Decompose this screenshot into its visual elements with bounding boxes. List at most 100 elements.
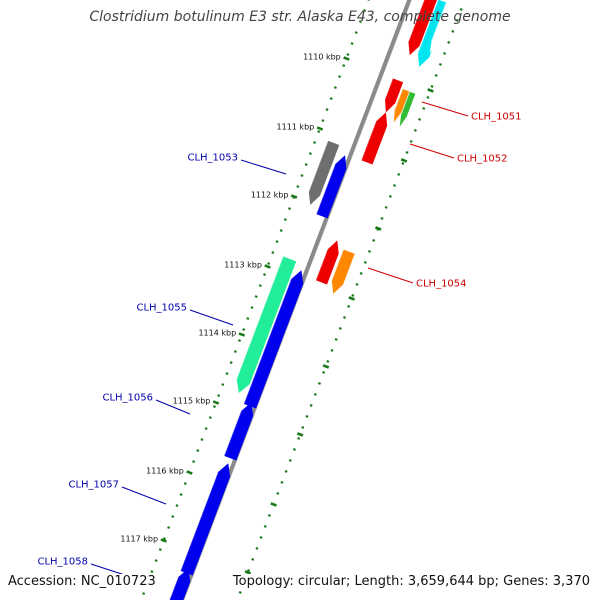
inner-tick-dot <box>329 97 333 101</box>
outer-tick-dot <box>322 371 326 374</box>
tick-label: 1117 kbp <box>120 534 158 543</box>
gene-arrow-blue <box>169 568 191 600</box>
gene-arrow-spring <box>236 256 297 393</box>
outer-tick-dot <box>301 426 305 429</box>
inner-tick-dot <box>142 592 146 596</box>
inner-tick-dot <box>333 86 337 90</box>
tick-label: 1116 kbp <box>146 466 184 475</box>
inner-tick-dot <box>271 251 275 255</box>
outer-tick-dot <box>434 74 438 77</box>
outer-tick-dot <box>351 294 355 297</box>
gene-label: CLH_1052 <box>457 154 508 165</box>
gene-leader-line <box>155 399 191 415</box>
outer-tick-dot <box>284 470 288 473</box>
outer-tick-dot <box>313 393 317 396</box>
tick-label: 1114 kbp <box>198 328 236 337</box>
gene-leader-line <box>367 267 414 284</box>
gene-leader-line <box>240 159 287 175</box>
inner-tick-dot <box>167 526 171 530</box>
tick-label: 1115 kbp <box>173 396 211 405</box>
outer-tick-dot <box>430 85 434 88</box>
inner-tick-dot <box>150 570 154 574</box>
gene-arrow-orange-shade <box>394 88 404 111</box>
inner-tick-dot <box>325 108 329 112</box>
outer-tick-dot <box>422 107 426 110</box>
major-tick <box>296 432 304 437</box>
outer-tick-dot <box>238 591 242 594</box>
inner-tick-dot <box>296 185 300 189</box>
outer-tick-dot <box>247 569 251 572</box>
outer-tick-dot <box>397 173 401 176</box>
inner-tick-dot <box>358 20 362 24</box>
outer-tick-dot <box>459 8 463 11</box>
gene-arrow-blue-shade <box>315 164 336 215</box>
gene-leader-line <box>409 143 455 159</box>
inner-tick-dot <box>308 152 312 156</box>
major-tick <box>186 470 193 475</box>
major-tick <box>348 296 355 301</box>
outer-tick-dot <box>367 250 372 253</box>
inner-tick-dot <box>217 394 221 398</box>
gene-leader-line <box>121 486 167 505</box>
outer-tick-dot <box>372 239 376 242</box>
gene-arrow-blue-shade <box>223 410 242 457</box>
inner-tick-dot <box>246 317 250 321</box>
inner-tick-dot <box>212 405 216 409</box>
gene-label: CLH_1051 <box>471 112 522 123</box>
genome-summary-text: Topology: circular; Length: 3,659,644 bp… <box>232 574 590 589</box>
inner-tick-dot <box>338 75 342 79</box>
gene-arrow-gray <box>308 140 340 205</box>
inner-tick-dot <box>179 493 183 497</box>
inner-tick-dot <box>192 460 196 464</box>
outer-tick-dot <box>263 525 267 528</box>
major-tick <box>343 56 350 61</box>
inner-tick-dot <box>196 449 200 453</box>
inner-tick-dot <box>267 262 271 266</box>
gene-arrow-blue <box>224 402 254 461</box>
major-tick <box>160 538 167 543</box>
tick-layer: 1110 kbp 1111 kbp 1112 kbp 1113 kbp 1114 kbp… <box>120 0 463 596</box>
outer-tick-dot <box>405 151 409 154</box>
gene-arrow-blue-shade <box>168 576 179 600</box>
gene-arrow-blue <box>243 270 304 409</box>
gene-arrow-blue <box>316 155 347 219</box>
major-tick <box>238 332 246 337</box>
outer-tick-dot <box>388 195 392 198</box>
gene-label: CLH_1057 <box>68 480 119 491</box>
accession-text: Accession: NC_010723 <box>8 574 156 589</box>
inner-tick-dot <box>363 9 367 13</box>
gene-arrow-blue <box>180 463 231 576</box>
inner-tick-dot <box>279 229 283 233</box>
gene-label: CLH_1058 <box>37 557 88 568</box>
inner-tick-dot <box>254 295 258 299</box>
outer-tick-dot <box>280 481 284 484</box>
inner-tick-dot <box>221 383 225 387</box>
inner-tick-dot <box>304 163 308 167</box>
major-tick <box>374 226 382 231</box>
outer-tick-dot <box>292 448 296 451</box>
outer-tick-dot <box>297 437 301 440</box>
inner-tick-dot <box>158 548 162 552</box>
outer-tick-dot <box>413 129 417 132</box>
outer-tick-dot <box>401 162 405 165</box>
tick-label: 1113 kbp <box>224 260 262 269</box>
outer-tick-dot <box>267 514 271 517</box>
tick-label: 1112 kbp <box>251 190 289 199</box>
outer-tick-dot <box>380 217 384 220</box>
outer-tick-dot <box>363 261 367 264</box>
gene-arrow-green <box>399 91 416 127</box>
outer-tick-dot <box>443 52 447 55</box>
outer-tick-dot <box>259 536 263 539</box>
outer-tick-dot <box>451 30 455 33</box>
inner-tick-dot <box>162 537 166 541</box>
gene-arrow-cyan-shade <box>417 0 439 54</box>
inner-tick-dot <box>250 306 254 310</box>
inner-tick-dot <box>262 273 267 277</box>
outer-tick-dot <box>326 360 330 363</box>
tick-label: 1111 kbp <box>277 122 315 131</box>
inner-tick-dot <box>225 372 229 376</box>
gene-label: CLH_1054 <box>416 279 467 290</box>
gene-arrow-blue-shade <box>243 278 292 405</box>
outer-tick-dot <box>418 118 422 121</box>
outer-tick-dot <box>255 547 259 550</box>
